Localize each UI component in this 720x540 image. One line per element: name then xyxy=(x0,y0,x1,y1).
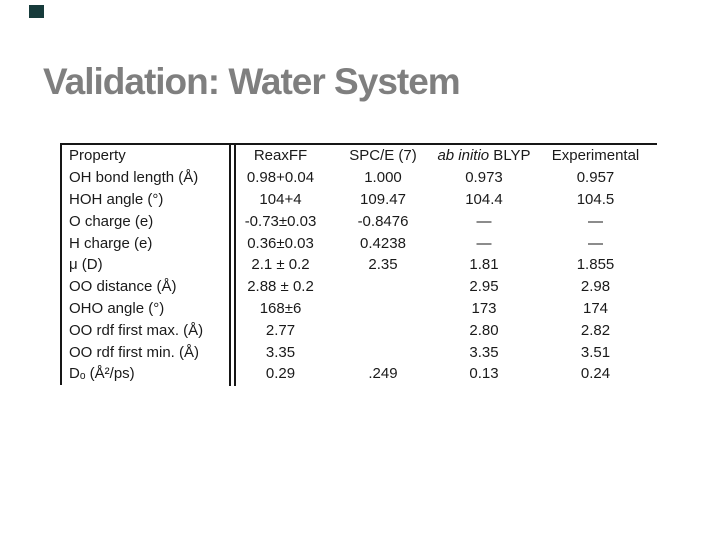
spce-value: .249 xyxy=(368,365,398,383)
blyp-value: 0.13 xyxy=(469,365,499,383)
blyp-value: 173 xyxy=(471,299,497,317)
double-column-separator xyxy=(229,143,236,386)
experimental-value: 174 xyxy=(582,299,609,317)
experimental-value: — xyxy=(588,212,603,230)
property-label: μ (D) xyxy=(69,256,103,274)
blyp-value: 2.80 xyxy=(469,321,499,339)
reaxff-value: 3.35 xyxy=(265,343,296,361)
slide-title: Validation: Water System xyxy=(43,60,461,102)
blyp-value: 104.4 xyxy=(465,190,503,208)
reaxff-value: 168±6 xyxy=(259,299,302,317)
property-label: Dₒ (Å²/ps) xyxy=(69,365,135,383)
experimental-value: 1.855 xyxy=(576,256,615,274)
experimental-value: 0.24 xyxy=(580,365,611,383)
reaxff-value: 0.29 xyxy=(265,365,296,383)
header-spce: SPC/E (7) xyxy=(349,147,417,165)
water-properties-table: Property ReaxFF SPC/E (7) ab initio BLYP… xyxy=(62,145,657,385)
property-label: OO rdf first min. (Å) xyxy=(69,343,200,361)
spce-value xyxy=(332,341,434,363)
header-ab-initio-blyp: ab initio BLYP xyxy=(434,145,534,167)
spce-value: 0.4238 xyxy=(360,234,406,252)
experimental-value: 2.82 xyxy=(580,321,611,339)
blyp-value: 1.81 xyxy=(469,256,499,274)
reaxff-value: 0.98+0.04 xyxy=(246,169,315,187)
spce-value: -0.8476 xyxy=(357,212,409,230)
header-property: Property xyxy=(69,147,126,165)
blyp-value: 0.973 xyxy=(465,169,503,187)
header-reaxff: ReaxFF xyxy=(253,147,308,165)
table-row: O charge (e) -0.73±0.03 -0.8476 — — xyxy=(62,210,657,232)
reaxff-value: 104+4 xyxy=(259,190,302,208)
header-ab-initio-italic: ab initio xyxy=(437,147,490,165)
table-row: OHO angle (°) 168±6 173 174 xyxy=(62,298,657,320)
experimental-value: 2.98 xyxy=(580,278,611,296)
experimental-value: 3.51 xyxy=(580,343,611,361)
reaxff-value: 2.1 ± 0.2 xyxy=(251,256,310,274)
table-row: μ (D) 2.1 ± 0.2 2.35 1.81 1.855 xyxy=(62,254,657,276)
spce-value xyxy=(332,276,434,298)
spce-value: 1.000 xyxy=(364,169,402,187)
property-label: OO distance (Å) xyxy=(69,278,177,296)
property-label: O charge (e) xyxy=(69,212,154,230)
experimental-value: — xyxy=(588,234,603,252)
properties-table: Property ReaxFF SPC/E (7) ab initio BLYP… xyxy=(60,143,657,385)
header-experimental: Experimental xyxy=(551,147,640,165)
table-row: Dₒ (Å²/ps) 0.29 .249 0.13 0.24 xyxy=(62,363,657,385)
table-row: HOH angle (°) 104+4 109.47 104.4 104.5 xyxy=(62,189,657,211)
property-label: OHO angle (°) xyxy=(69,299,165,317)
header-blyp-roman: BLYP xyxy=(489,147,531,165)
property-label: H charge (e) xyxy=(69,234,153,252)
property-label: HOH angle (°) xyxy=(69,190,164,208)
property-label: OO rdf first max. (Å) xyxy=(69,321,204,339)
table-row: OO rdf first max. (Å) 2.77 2.80 2.82 xyxy=(62,319,657,341)
table-row: OO rdf first min. (Å) 3.35 3.35 3.51 xyxy=(62,341,657,363)
spce-value: 2.35 xyxy=(368,256,398,274)
spce-value xyxy=(332,298,434,320)
blyp-value: — xyxy=(476,234,492,252)
blyp-value: 2.95 xyxy=(469,278,499,296)
table-row: OH bond length (Å) 0.98+0.04 1.000 0.973… xyxy=(62,167,657,189)
table-header-row: Property ReaxFF SPC/E (7) ab initio BLYP… xyxy=(62,145,657,167)
reaxff-value: -0.73±0.03 xyxy=(244,212,317,230)
blyp-value: — xyxy=(476,212,492,230)
experimental-value: 0.957 xyxy=(576,169,615,187)
table-row: H charge (e) 0.36±0.03 0.4238 — — xyxy=(62,232,657,254)
reaxff-value: 0.36±0.03 xyxy=(247,234,314,252)
spce-value xyxy=(332,319,434,341)
experimental-value: 104.5 xyxy=(576,190,615,208)
reaxff-value: 2.77 xyxy=(265,321,296,339)
property-label: OH bond length (Å) xyxy=(69,169,199,187)
blyp-value: 3.35 xyxy=(469,343,499,361)
table-row: OO distance (Å) 2.88 ± 0.2 2.95 2.98 xyxy=(62,276,657,298)
reaxff-value: 2.88 ± 0.2 xyxy=(247,278,314,296)
slide-accent-square xyxy=(29,5,44,18)
spce-value: 109.47 xyxy=(360,190,406,208)
